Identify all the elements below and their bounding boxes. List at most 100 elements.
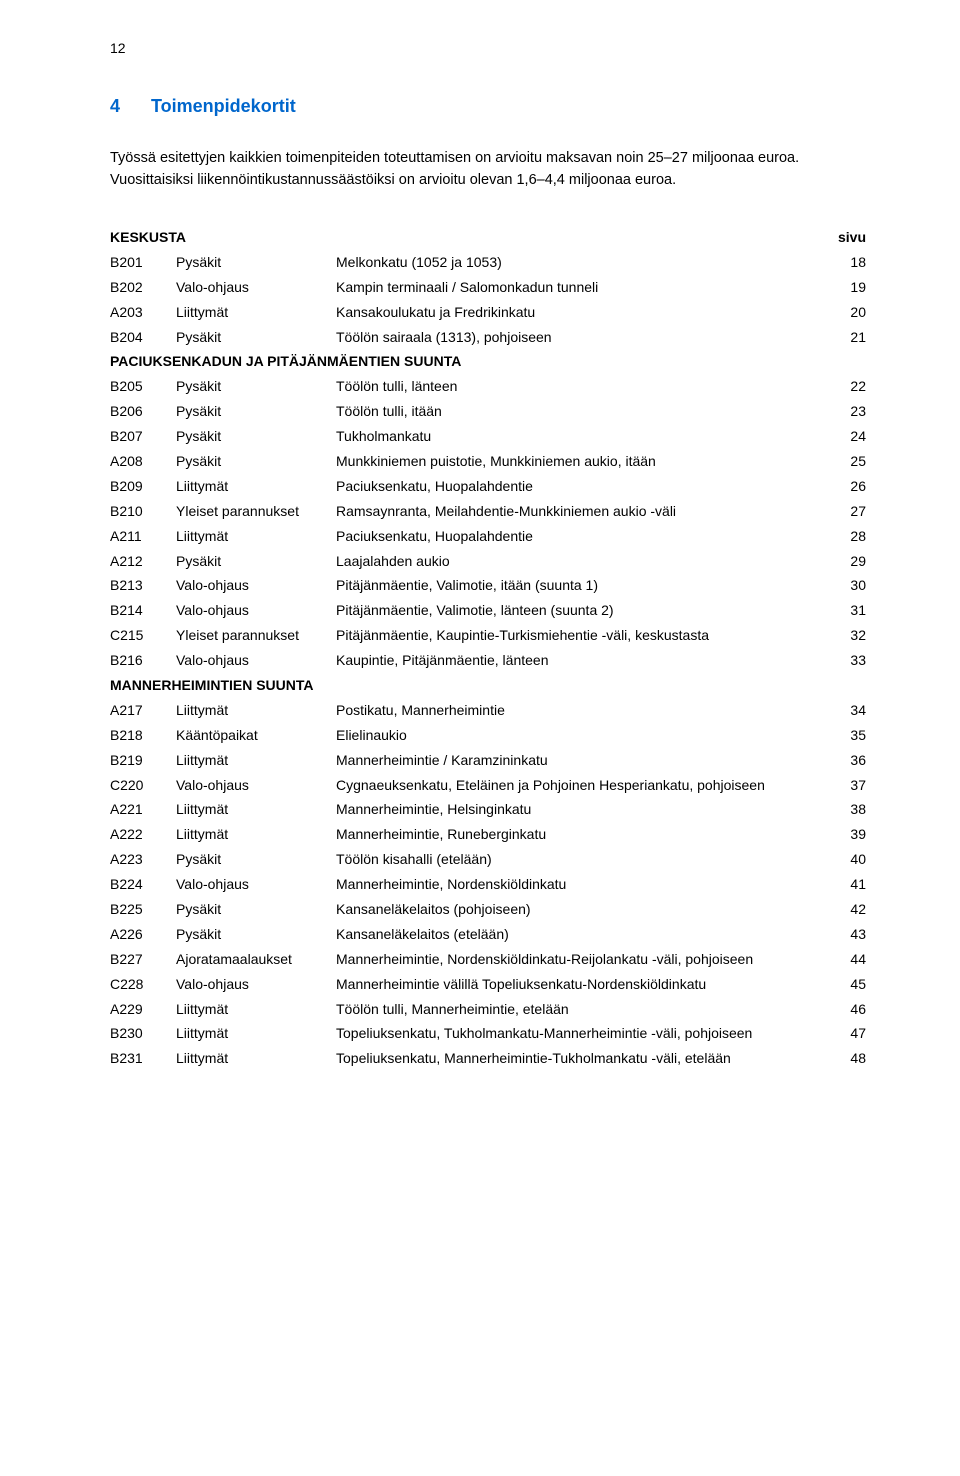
row-page: 20 — [830, 300, 870, 325]
row-code: A217 — [110, 698, 176, 723]
table-row: C228Valo-ohjausMannerheimintie välillä T… — [110, 972, 870, 997]
row-code: C228 — [110, 972, 176, 997]
row-desc: Topeliuksenkatu, Tukholmankatu-Mannerhei… — [336, 1021, 830, 1046]
row-code: B224 — [110, 872, 176, 897]
group-header-row: KESKUSTAsivu — [110, 228, 870, 250]
row-page: 39 — [830, 822, 870, 847]
row-code: B204 — [110, 325, 176, 350]
row-desc: Pitäjänmäentie, Kaupintie-Turkismiehenti… — [336, 623, 830, 648]
row-page: 45 — [830, 972, 870, 997]
row-desc: Tukholmankatu — [336, 424, 830, 449]
page-number: 12 — [110, 40, 870, 56]
table-row: A211LiittymätPaciuksenkatu, Huopalahdent… — [110, 524, 870, 549]
row-type: Liittymät — [176, 474, 336, 499]
row-desc: Mannerheimintie, Nordenskiöldinkatu — [336, 872, 830, 897]
table-row: B213Valo-ohjausPitäjänmäentie, Valimotie… — [110, 573, 870, 598]
row-code: B231 — [110, 1046, 176, 1071]
row-desc: Postikatu, Mannerheimintie — [336, 698, 830, 723]
row-desc: Ramsaynranta, Meilahdentie-Munkkiniemen … — [336, 499, 830, 524]
document-page: 12 4 Toimenpidekortit Työssä esitettyjen… — [0, 0, 960, 1131]
row-desc: Melkonkatu (1052 ja 1053) — [336, 250, 830, 275]
row-desc: Pitäjänmäentie, Valimotie, länteen (suun… — [336, 598, 830, 623]
table-row: B218KääntöpaikatElielinaukio35 — [110, 723, 870, 748]
row-type: Valo-ohjaus — [176, 598, 336, 623]
row-code: A226 — [110, 922, 176, 947]
row-page: 30 — [830, 573, 870, 598]
section-heading: 4 Toimenpidekortit — [110, 96, 870, 117]
row-type: Kääntöpaikat — [176, 723, 336, 748]
sivu-label — [830, 349, 870, 374]
row-type: Valo-ohjaus — [176, 773, 336, 798]
table-row: A229LiittymätTöölön tulli, Mannerheimint… — [110, 997, 870, 1022]
row-code: B207 — [110, 424, 176, 449]
table-row: A226PysäkitKansaneläkelaitos (etelään)43 — [110, 922, 870, 947]
row-type: Liittymät — [176, 698, 336, 723]
row-type: Valo-ohjaus — [176, 275, 336, 300]
row-desc: Kansakoulukatu ja Fredrikinkatu — [336, 300, 830, 325]
row-desc: Töölön sairaala (1313), pohjoiseen — [336, 325, 830, 350]
sivu-label: sivu — [830, 228, 870, 250]
row-page: 36 — [830, 748, 870, 773]
row-code: B201 — [110, 250, 176, 275]
table-row: A212PysäkitLaajalahden aukio29 — [110, 549, 870, 574]
table-row: B207PysäkitTukholmankatu24 — [110, 424, 870, 449]
table-row: A223PysäkitTöölön kisahalli (etelään)40 — [110, 847, 870, 872]
row-type: Pysäkit — [176, 424, 336, 449]
row-page: 29 — [830, 549, 870, 574]
row-desc: Pitäjänmäentie, Valimotie, itään (suunta… — [336, 573, 830, 598]
table-row: B231LiittymätTopeliuksenkatu, Mannerheim… — [110, 1046, 870, 1071]
row-desc: Paciuksenkatu, Huopalahdentie — [336, 524, 830, 549]
row-type: Ajoratamaalaukset — [176, 947, 336, 972]
row-code: C220 — [110, 773, 176, 798]
row-code: A203 — [110, 300, 176, 325]
row-type: Pysäkit — [176, 922, 336, 947]
row-code: A211 — [110, 524, 176, 549]
row-type: Liittymät — [176, 797, 336, 822]
group-title: KESKUSTA — [110, 228, 830, 250]
row-desc: Paciuksenkatu, Huopalahdentie — [336, 474, 830, 499]
section-number: 4 — [110, 96, 146, 117]
table-row: B227AjoratamaalauksetMannerheimintie, No… — [110, 947, 870, 972]
table-row: B214Valo-ohjausPitäjänmäentie, Valimotie… — [110, 598, 870, 623]
row-page: 47 — [830, 1021, 870, 1046]
row-type: Liittymät — [176, 524, 336, 549]
row-code: A208 — [110, 449, 176, 474]
row-type: Valo-ohjaus — [176, 648, 336, 673]
row-type: Pysäkit — [176, 374, 336, 399]
row-code: B216 — [110, 648, 176, 673]
row-page: 34 — [830, 698, 870, 723]
table-row: B225PysäkitKansaneläkelaitos (pohjoiseen… — [110, 897, 870, 922]
row-page: 41 — [830, 872, 870, 897]
group-title: MANNERHEIMINTIEN SUUNTA — [110, 673, 830, 698]
row-desc: Topeliuksenkatu, Mannerheimintie-Tukholm… — [336, 1046, 830, 1071]
table-row: B201PysäkitMelkonkatu (1052 ja 1053)18 — [110, 250, 870, 275]
row-code: B225 — [110, 897, 176, 922]
row-code: B205 — [110, 374, 176, 399]
row-type: Liittymät — [176, 1021, 336, 1046]
row-desc: Töölön kisahalli (etelään) — [336, 847, 830, 872]
row-desc: Mannerheimintie, Nordenskiöldinkatu-Reij… — [336, 947, 830, 972]
row-type: Pysäkit — [176, 250, 336, 275]
row-code: C215 — [110, 623, 176, 648]
table-row: B202Valo-ohjausKampin terminaali / Salom… — [110, 275, 870, 300]
table-row: B209LiittymätPaciuksenkatu, Huopalahdent… — [110, 474, 870, 499]
row-page: 33 — [830, 648, 870, 673]
row-type: Pysäkit — [176, 549, 336, 574]
row-code: B210 — [110, 499, 176, 524]
row-page: 44 — [830, 947, 870, 972]
row-type: Pysäkit — [176, 449, 336, 474]
row-page: 48 — [830, 1046, 870, 1071]
table-row: B204PysäkitTöölön sairaala (1313), pohjo… — [110, 325, 870, 350]
sivu-label — [830, 673, 870, 698]
row-type: Yleiset parannukset — [176, 499, 336, 524]
row-type: Liittymät — [176, 822, 336, 847]
row-page: 23 — [830, 399, 870, 424]
row-page: 35 — [830, 723, 870, 748]
row-page: 27 — [830, 499, 870, 524]
row-code: B213 — [110, 573, 176, 598]
row-desc: Elielinaukio — [336, 723, 830, 748]
row-type: Liittymät — [176, 300, 336, 325]
row-type: Liittymät — [176, 997, 336, 1022]
table-row: B224Valo-ohjausMannerheimintie, Nordensk… — [110, 872, 870, 897]
table-row: A222LiittymätMannerheimintie, Runebergin… — [110, 822, 870, 847]
